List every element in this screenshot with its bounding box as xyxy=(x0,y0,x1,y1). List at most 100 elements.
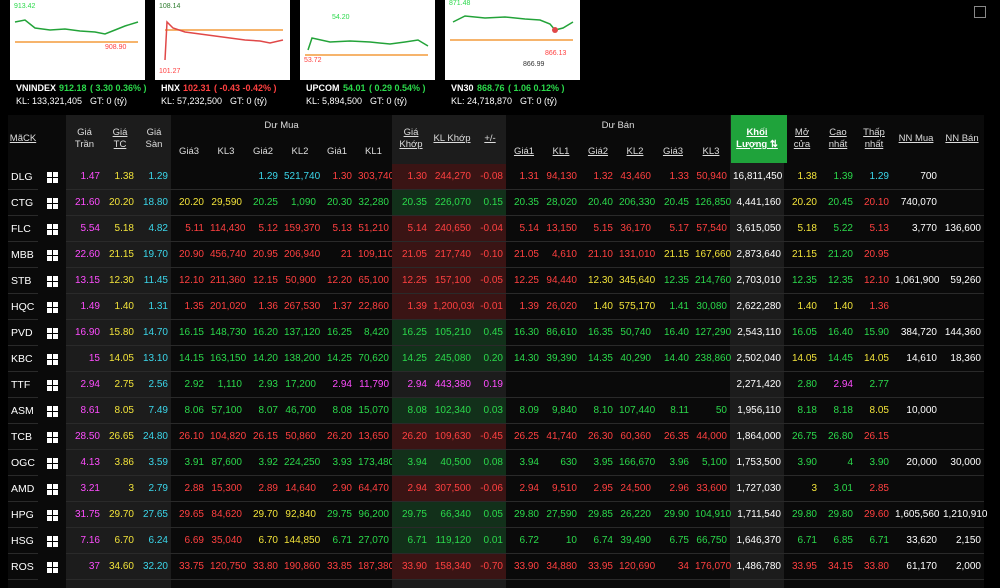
cell-value: 20.35 xyxy=(392,190,430,216)
cell-value: 5.13 xyxy=(319,216,355,242)
cell-value: 1,605,560 xyxy=(892,502,940,528)
cell-value: 13.15 xyxy=(66,268,103,294)
cell-value: 3,615,050 xyxy=(730,216,784,242)
detail-icon[interactable] xyxy=(47,406,58,417)
chart-label: 866.99 xyxy=(523,61,545,68)
index-volume: KL: 133,321,405 xyxy=(16,96,83,106)
cell-value: 87,600 xyxy=(207,450,245,476)
cell-value: 2.56 xyxy=(137,372,171,398)
cell-value: 61,170 xyxy=(892,554,940,580)
cell-value: 5.13 xyxy=(856,216,892,242)
cell-value: 2.95 xyxy=(580,476,616,502)
cell-value: 384,720 xyxy=(892,320,940,346)
chart-label: 866.13 xyxy=(545,50,567,57)
detail-icon[interactable] xyxy=(47,354,58,365)
cell-value: 173,480 xyxy=(355,450,394,476)
cell-value: 740,070 xyxy=(892,190,940,216)
cell-value: 7.49 xyxy=(137,398,171,424)
detail-icon[interactable] xyxy=(47,380,58,391)
column-bg xyxy=(137,115,171,588)
cell-value: 27,590 xyxy=(542,502,580,528)
column-header: KL Khớp xyxy=(433,133,471,144)
cell-value: 12.15 xyxy=(245,268,281,294)
cell-value: 13,150 xyxy=(542,216,580,242)
cell-value: 1,711,540 xyxy=(730,502,784,528)
cell-value: 109,630 xyxy=(430,424,474,450)
window-icon[interactable] xyxy=(974,6,986,18)
detail-icon[interactable] xyxy=(47,458,58,469)
cell-value: 5.12 xyxy=(245,216,281,242)
cell-value: 34.15 xyxy=(820,554,856,580)
index-price: 868.76 xyxy=(477,83,505,93)
cell-value: 176,070 xyxy=(692,554,731,580)
detail-icon[interactable] xyxy=(47,172,58,183)
cell-value: 217,740 xyxy=(430,242,474,268)
column-header: Giá1 xyxy=(513,146,535,157)
column-bg xyxy=(8,115,38,588)
cell-value: 119,120 xyxy=(430,528,474,554)
ticker: CTG xyxy=(8,190,38,216)
column-bg xyxy=(820,115,856,588)
column-header: Thấp nhất xyxy=(863,127,885,150)
ticker: HPG xyxy=(8,502,38,528)
cell-value: 57,100 xyxy=(207,398,245,424)
cell-value: 245,080 xyxy=(430,346,474,372)
ticker: HSG xyxy=(8,528,38,554)
cell-value: 10,000 xyxy=(892,398,940,424)
column-header[interactable]: Khối Lượng ⇅ xyxy=(736,127,778,150)
cell-value: 50,860 xyxy=(281,424,319,450)
cell-value: 0.45 xyxy=(474,320,506,346)
cell-value: 33.75 xyxy=(171,554,207,580)
cell-value: 2.93 xyxy=(245,372,281,398)
cell-value: 59,260 xyxy=(940,268,984,294)
cell-value: 21.05 xyxy=(506,242,542,268)
cell-value xyxy=(692,372,730,398)
cell-value: 1,110 xyxy=(207,372,245,398)
cell-value: 5.54 xyxy=(66,216,103,242)
cell-value: 120,690 xyxy=(616,554,655,580)
cell-value: 33.85 xyxy=(319,554,355,580)
cell-value: 1,200,030 xyxy=(430,294,478,320)
chart-label: 108.14 xyxy=(159,3,181,10)
cell-value: 16.40 xyxy=(654,320,692,346)
detail-icon[interactable] xyxy=(47,510,58,521)
cell-value: 12.10 xyxy=(171,268,207,294)
detail-icon[interactable] xyxy=(47,276,58,287)
cell-value: -0.05 xyxy=(474,268,506,294)
ticker: OGC xyxy=(8,450,38,476)
index-name: UPCOM xyxy=(306,83,340,93)
cell-value: 238,860 xyxy=(692,346,731,372)
cell-value: 240,650 xyxy=(430,216,474,242)
detail-icon[interactable] xyxy=(47,198,58,209)
cell-value: 12.20 xyxy=(319,268,355,294)
index-traded: GT: 0 (tỷ) xyxy=(370,96,408,106)
cell-value: 6.72 xyxy=(506,528,542,554)
cell-value: 11,790 xyxy=(355,372,392,398)
detail-icon[interactable] xyxy=(47,484,58,495)
cell-value: 131,010 xyxy=(616,242,655,268)
detail-icon[interactable] xyxy=(47,224,58,235)
cell-value: 33.80 xyxy=(856,554,892,580)
cell-value: 0.01 xyxy=(474,528,506,554)
chart-label: 871.48 xyxy=(449,0,471,7)
detail-icon[interactable] xyxy=(47,536,58,547)
cell-value: 8.61 xyxy=(66,398,103,424)
detail-icon[interactable] xyxy=(47,302,58,313)
cell-value: 4.82 xyxy=(137,216,171,242)
cell-value: 1.31 xyxy=(506,164,542,190)
detail-icon[interactable] xyxy=(47,432,58,443)
column-bg xyxy=(38,115,66,588)
cell-value xyxy=(654,372,692,398)
cell-value: 1.30 xyxy=(319,164,355,190)
cell-value: 1.35 xyxy=(171,294,207,320)
detail-icon[interactable] xyxy=(47,562,58,573)
cell-value: 29.80 xyxy=(784,502,820,528)
cell-value: 630 xyxy=(542,450,580,476)
cell-value: 12.35 xyxy=(820,268,856,294)
cell-value: 2.94 xyxy=(506,476,542,502)
detail-icon[interactable] xyxy=(47,328,58,339)
cell-value: 0.03 xyxy=(474,398,506,424)
detail-icon[interactable] xyxy=(47,250,58,261)
cell-value: 26.20 xyxy=(392,424,430,450)
cell-value: 14.15 xyxy=(171,346,207,372)
